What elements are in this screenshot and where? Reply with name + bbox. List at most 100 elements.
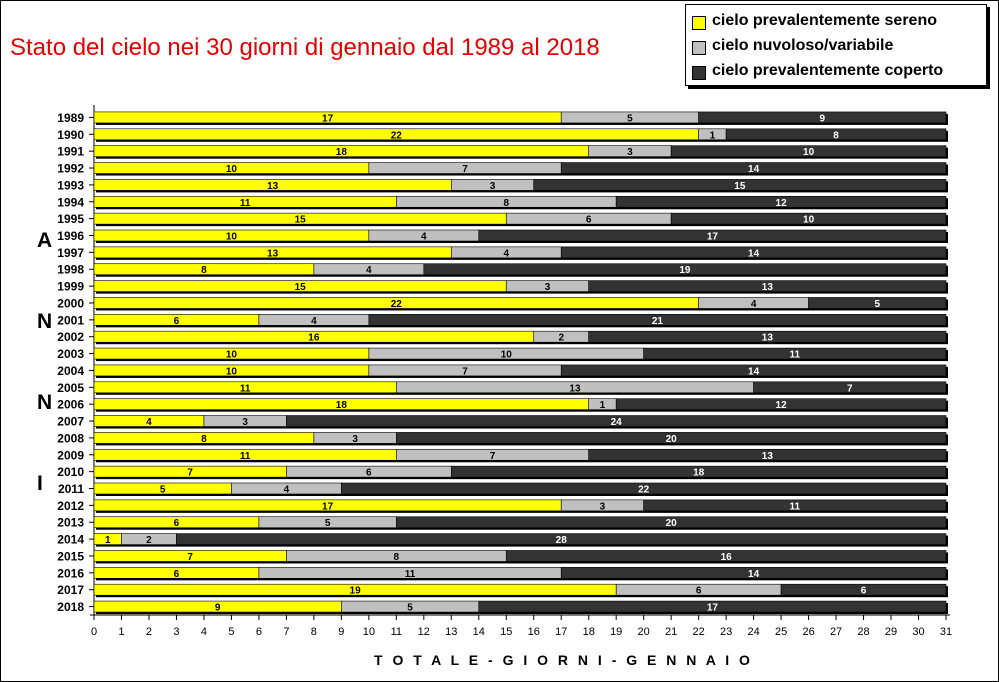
x-tick-label-31: 31	[940, 626, 952, 638]
data-label-2017-s1: 6	[696, 586, 702, 597]
data-label-1993-s1: 3	[490, 181, 496, 192]
x-tick-label-17: 17	[555, 626, 567, 638]
y-tick-label-2006: 2006	[57, 398, 84, 412]
y-tick-label-1997: 1997	[57, 246, 84, 260]
x-tick-label-2: 2	[146, 626, 152, 638]
data-label-2004-s0: 10	[226, 366, 238, 377]
data-label-2012-s0: 17	[322, 501, 334, 512]
data-label-2015-s1: 8	[394, 552, 400, 563]
data-label-2002-s2: 13	[762, 333, 774, 344]
data-label-1998-s1: 4	[366, 265, 372, 276]
x-tick-label-6: 6	[256, 626, 262, 638]
x-tick-label-11: 11	[391, 626, 402, 638]
data-label-2017-s0: 19	[350, 586, 362, 597]
data-label-2007-s2: 24	[611, 417, 623, 428]
legend-swatch-coperto	[692, 66, 706, 80]
x-tick-label-24: 24	[747, 626, 759, 638]
data-label-2008-s1: 3	[352, 434, 358, 445]
y-tick-label-2003: 2003	[57, 347, 84, 361]
data-label-1991-s1: 3	[627, 147, 633, 158]
y-tick-label-1994: 1994	[57, 195, 84, 209]
data-label-1999-s0: 15	[295, 282, 307, 293]
data-label-1995-s0: 15	[295, 215, 307, 226]
bar-1991-s2	[670, 145, 947, 157]
legend-swatch-nuvoloso	[692, 41, 706, 55]
data-label-1989-s2: 9	[820, 113, 826, 124]
data-label-2013-s0: 6	[174, 518, 180, 529]
bar-1989-s2	[698, 111, 947, 124]
data-label-2000-s1: 4	[751, 299, 757, 310]
x-tick-label-18: 18	[583, 626, 595, 638]
x-tick-label-15: 15	[500, 626, 512, 638]
data-label-2003-s1: 10	[501, 350, 513, 361]
bar-1999-s2	[588, 280, 947, 292]
x-tick-label-8: 8	[311, 626, 317, 638]
data-label-2010-s1: 6	[366, 468, 372, 479]
data-label-1990-s2: 8	[833, 130, 839, 141]
x-tick-label-23: 23	[720, 626, 732, 638]
data-label-2006-s2: 12	[776, 400, 788, 411]
data-label-2014-s2: 28	[556, 535, 568, 546]
data-label-2007-s1: 3	[242, 417, 248, 428]
data-label-1998-s0: 8	[201, 265, 207, 276]
side-letter-n2: N	[37, 391, 53, 414]
y-tick-label-1999: 1999	[57, 280, 84, 294]
bar-2000-s2	[808, 297, 947, 309]
data-label-2018-s2: 17	[707, 603, 719, 614]
data-label-2011-s2: 22	[638, 485, 650, 496]
data-label-2018-s1: 5	[407, 603, 413, 614]
x-tick-label-7: 7	[283, 626, 289, 638]
legend-label-sereno: cielo prevalentemente sereno	[712, 12, 937, 29]
data-label-1993-s2: 15	[734, 181, 746, 192]
y-tick-label-1992: 1992	[57, 162, 84, 176]
data-label-1998-s2: 19	[679, 265, 691, 276]
bar-2015-s2	[505, 550, 947, 562]
data-label-2001-s2: 21	[652, 316, 664, 327]
data-label-2011-s0: 5	[160, 485, 166, 496]
data-label-2008-s2: 20	[666, 434, 678, 445]
y-tick-label-2014: 2014	[57, 533, 84, 547]
data-label-2007-s0: 4	[146, 417, 152, 428]
x-tick-label-27: 27	[830, 626, 842, 638]
data-label-2011-s1: 4	[284, 485, 290, 496]
x-tick-label-26: 26	[802, 626, 814, 638]
y-tick-label-2011: 2011	[58, 482, 84, 496]
legend-label-coperto: cielo prevalentemente coperto	[712, 62, 944, 79]
bar-1994-s2	[615, 195, 947, 208]
data-label-2013-s1: 5	[325, 518, 331, 529]
x-tick-label-21: 21	[665, 626, 677, 638]
x-tick-label-19: 19	[610, 626, 622, 638]
data-label-2002-s1: 2	[558, 333, 564, 344]
y-tick-label-2002: 2002	[57, 330, 84, 344]
y-tick-label-1989: 1989	[57, 111, 84, 125]
y-tick-label-2012: 2012	[57, 499, 84, 513]
bar-2010-s2	[450, 465, 947, 478]
data-label-2012-s1: 3	[600, 501, 606, 512]
data-label-2013-s2: 20	[666, 518, 678, 529]
data-label-1990-s1: 1	[710, 130, 716, 141]
x-axis-title: T O T A L E - G I O R N I - G E N N A I …	[374, 652, 753, 668]
y-tick-label-2007: 2007	[57, 415, 84, 429]
data-label-2017-s2: 6	[861, 586, 867, 597]
y-tick-label-2000: 2000	[57, 296, 84, 310]
data-label-1997-s1: 4	[503, 248, 509, 259]
data-label-1994-s2: 12	[776, 198, 788, 209]
data-label-2004-s1: 7	[462, 366, 468, 377]
x-tick-label-5: 5	[228, 626, 234, 638]
data-label-1989-s1: 5	[627, 113, 633, 124]
bar-2012-s2	[643, 499, 947, 512]
x-tick-label-1: 1	[118, 626, 124, 638]
x-tick-label-13: 13	[445, 626, 457, 638]
y-tick-label-2008: 2008	[57, 431, 84, 445]
data-label-1994-s0: 11	[240, 198, 251, 209]
data-label-1991-s2: 10	[803, 147, 815, 158]
bar-2008-s2	[396, 432, 947, 444]
y-tick-label-2009: 2009	[57, 448, 84, 462]
x-tick-label-30: 30	[912, 626, 924, 638]
bar-2005-s2	[753, 381, 947, 394]
data-label-1995-s2: 10	[803, 215, 815, 226]
x-tick-label-9: 9	[338, 626, 344, 638]
data-label-1994-s1: 8	[503, 198, 509, 209]
x-tick-label-29: 29	[885, 626, 897, 638]
data-label-1995-s1: 6	[586, 215, 592, 226]
